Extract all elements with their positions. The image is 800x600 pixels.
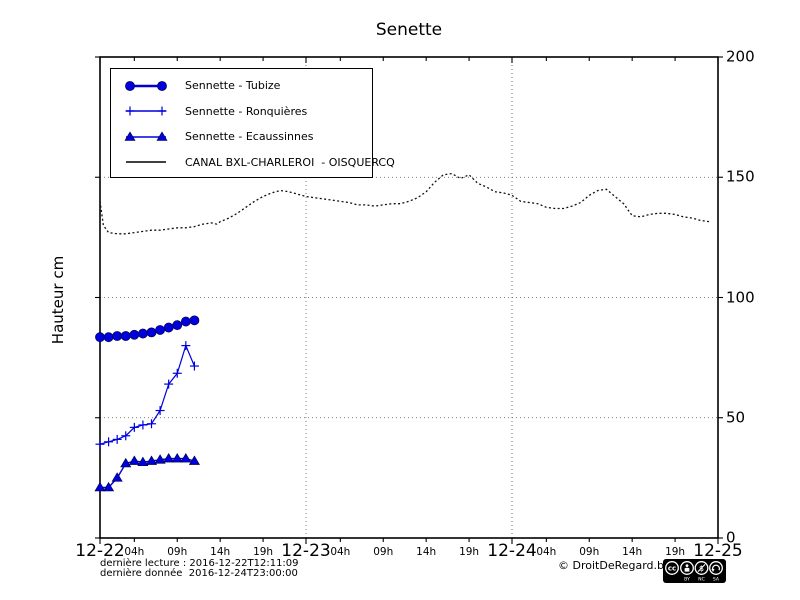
copyright-text: © DroitDeRegard.be: [558, 559, 671, 572]
triangle-marker-icon: [124, 131, 168, 141]
x-tick-label-day: 12-22: [75, 541, 125, 561]
by-person-icon: [685, 564, 689, 567]
x-tick-label-day: 12-25: [693, 541, 743, 561]
legend-item: Sennette - Ecaussinnes: [111, 124, 372, 150]
legend-label: CANAL BXL-CHARLEROI - OISQUERCQ: [185, 155, 395, 169]
legend-label: Sennette - Tubize: [185, 79, 281, 93]
series-sennette-ronqui-res: [95, 341, 199, 449]
series-sennette-tubize: [95, 315, 200, 343]
x-tick-label-hour: 09h: [579, 546, 600, 558]
x-tick-label-hour: 19h: [459, 546, 480, 558]
sa-arrow-icon: [712, 564, 720, 571]
x-tick-label-hour: 04h: [330, 546, 351, 558]
legend-item: Sennette - Tubize: [111, 73, 372, 99]
series-canal-bxl-charleroi-oisquercq: [99, 172, 710, 235]
x-tick-label-hour: 14h: [416, 546, 437, 558]
x-tick-label-hour: 09h: [373, 546, 394, 558]
legend-label: Sennette - Ronquières: [185, 104, 308, 118]
cc-icon: cc: [668, 565, 676, 573]
x-tick-label-hour: 14h: [210, 546, 231, 558]
cc-badge-letter: BY: [684, 577, 690, 583]
y-tick-label: 200: [726, 47, 755, 66]
x-tick-label-hour: 19h: [253, 546, 274, 558]
y-tick-label: 50: [726, 408, 746, 427]
y-tick-label: 100: [726, 288, 755, 307]
x-tick-label-day: 12-23: [281, 541, 331, 561]
x-tick-label-hour: 14h: [622, 546, 643, 558]
line-sample-icon: [126, 161, 166, 163]
plus-marker-icon: [125, 106, 167, 116]
legend: Sennette - Tubize Sennette - Ronquières Se…: [110, 68, 395, 178]
cc-badge-letter: SA: [713, 577, 720, 583]
series-sennette-ecaussinnes: [94, 453, 200, 492]
x-tick-label-hour: 04h: [536, 546, 557, 558]
x-tick-label-day: 12-24: [487, 541, 537, 561]
x-tick-label-hour: 09h: [167, 546, 188, 558]
legend-item: CANAL BXL-CHARLEROI - OISQUERCQ: [111, 150, 395, 176]
cc-badge-letter: NC: [698, 577, 705, 583]
legend-label: Sennette - Ecaussinnes: [185, 130, 314, 144]
last-reading-text: dernière lecture : 2016-12-22T12:11:09: [100, 558, 299, 569]
x-tick-label-hour: 19h: [665, 546, 686, 558]
y-tick-label: 150: [726, 167, 755, 186]
last-data-text: dernière donnée 2016-12-24T23:00:00: [100, 568, 298, 579]
circle-marker-icon: [125, 80, 167, 91]
chart-title: Senette: [375, 20, 443, 40]
x-tick-label-hour: 04h: [124, 546, 145, 558]
y-tick-label: 0: [726, 528, 736, 547]
legend-item: Sennette - Ronquières: [111, 99, 372, 125]
